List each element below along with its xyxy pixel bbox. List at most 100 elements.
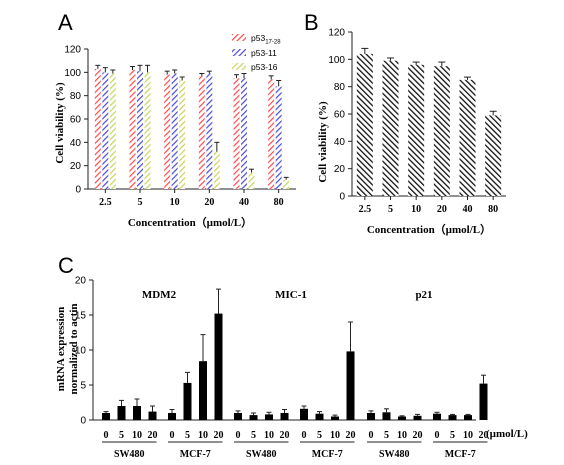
panel-c-subgroup-label: SW480: [246, 449, 277, 460]
panel-c-bar: [199, 361, 207, 420]
panel-b-ytick-label: 40: [334, 137, 346, 148]
panel-c-xtick-label: 0: [170, 430, 175, 441]
panel-c-unit-label: (µmol/L): [486, 428, 528, 440]
panel-b-bar: [356, 53, 373, 196]
panel-b-ytick-label: 0: [339, 192, 345, 203]
panel-c-xtick-label: 0: [369, 430, 374, 441]
panel-c-xtick-label: 5: [185, 430, 190, 441]
panel-c-xtick-label: 10: [330, 430, 340, 441]
panel-a-bar: [198, 75, 205, 189]
panel-b-ytick-label: 60: [334, 110, 346, 121]
panel-c-subgroup-label: MCF-7: [312, 449, 343, 460]
panel-a-bar: [283, 179, 290, 189]
panel-b-xtick-label: 10: [411, 204, 421, 215]
panel-c-xtick-label: 0: [435, 430, 440, 441]
panel-a-bar: [137, 71, 143, 189]
panel-c-bar: [464, 415, 472, 420]
panel-c-xtick-label: 10: [463, 430, 473, 441]
panel-c-xtick-label: 0: [236, 430, 241, 441]
panel-c-xtick-label: 5: [251, 430, 256, 441]
panel-c-xtick-label: 20: [214, 430, 224, 441]
panel-b-xlabel: Concentration（µmol/L）: [367, 223, 491, 236]
panel-c-xtick-label: 0: [302, 430, 307, 441]
panel-b-xtick-label: 2.5: [359, 204, 372, 215]
panel-c-group-title: p21: [415, 289, 432, 301]
panel-a-bar: [248, 172, 255, 189]
panel-label-a: A: [58, 10, 73, 35]
panel-a-xtick-label: 40: [239, 197, 249, 208]
panel-b-ytick-label: 100: [328, 55, 345, 66]
panel-c-bar: [398, 416, 406, 420]
panel-a-bar: [102, 72, 109, 189]
panel-a-xtick-label: 2.5: [99, 197, 112, 208]
panel-b-bar: [485, 115, 502, 196]
panel-label-b: B: [304, 10, 319, 35]
panel-a-ytick-label: 120: [64, 45, 81, 56]
panel-a-bar: [275, 86, 282, 189]
panel-a-bar: [144, 72, 151, 189]
panel-c-xtick-label: 5: [317, 430, 322, 441]
panel-b-xtick-label: 40: [463, 204, 473, 215]
panel-c-xtick-label: 5: [450, 430, 455, 441]
legend-label-p53-11: p53-11: [251, 48, 277, 58]
panel-a-xtick-label: 80: [274, 197, 284, 208]
panel-c-ylabel-line2: normalized to actin: [68, 303, 80, 394]
panel-c-bar: [433, 413, 441, 420]
panel-a-plot: 0 20 40 60 80 100 120 2.5 5 10 20 40 80: [64, 45, 296, 208]
panel-c-bar: [249, 415, 258, 420]
panel-a-ytick-label: 80: [70, 91, 82, 102]
panel-label-c: C: [58, 253, 74, 278]
panel-c-xtick-label: 20: [346, 430, 356, 441]
panel-a-ytick-label: 40: [70, 138, 82, 149]
panel-a-bar: [129, 70, 136, 189]
panel-b-bar: [408, 64, 425, 196]
panel-b-ylabel: Cell viability (%): [317, 101, 329, 183]
panel-c-xtick-label: 20: [148, 430, 158, 441]
panel-c-ytick-label: 0: [80, 416, 86, 427]
panel-c-xtick-label: 10: [264, 430, 274, 441]
panel-c-ytick-label: 20: [75, 276, 87, 287]
panel-c-ytick-label: 15: [75, 311, 87, 322]
panel-a-bar: [241, 78, 247, 189]
panel-c-bar: [183, 382, 192, 420]
panel-a-bar: [94, 68, 101, 189]
panel-c-xtick-label: 10: [198, 430, 208, 441]
panel-c-subgroup-label: SW480: [379, 449, 410, 460]
panel-a-bar: [233, 78, 240, 189]
panel-a-ytick-label: 60: [70, 115, 82, 126]
panel-c-bar: [133, 406, 141, 420]
panel-b-ytick-label: 20: [334, 164, 346, 175]
legend-swatch-p53-16: [232, 63, 246, 70]
panel-c-bar: [214, 313, 223, 420]
panel-a-ytick-label: 20: [70, 161, 82, 172]
panel-c-group-title: MIC-1: [275, 289, 307, 301]
panel-c-bar: [382, 412, 391, 420]
panel-a-ytick-label: 0: [75, 185, 81, 196]
legend-swatch-p53-17-28: [232, 34, 246, 41]
legend-label-p53-16: p53-16: [251, 62, 278, 72]
panel-c-bar: [117, 406, 126, 420]
panel-b-ytick-label: 120: [328, 28, 345, 39]
panel-b-bar: [459, 79, 476, 196]
panel-a-bar: [164, 74, 171, 189]
panel-c-bar: [280, 413, 289, 420]
panel-c-bar: [265, 414, 273, 420]
panel-c-bar: [448, 415, 457, 420]
panel-c-bar: [300, 408, 308, 420]
panel-c-xtick-label: 0: [104, 430, 109, 441]
panel-c-subgroup-label: MCF-7: [180, 449, 211, 460]
panel-c-xtick-label: 5: [119, 430, 124, 441]
panel-c-group-title: MDM2: [142, 289, 177, 301]
panel-c-subgroup-label: SW480: [114, 449, 145, 460]
panel-a-ylabel: Cell viability (%): [54, 82, 66, 164]
panel-c-bar: [331, 416, 339, 420]
panel-c-bar: [315, 413, 324, 420]
panel-c-bar: [413, 415, 422, 420]
panel-a-xtick-label: 5: [138, 197, 143, 208]
panel-b-xtick-label: 5: [388, 204, 393, 215]
panel-c-bar: [367, 413, 375, 420]
panel-b-plot: 0 20 40 60 80 100 120 2.5 5 10 20 40 80: [328, 28, 506, 215]
panel-b-bar: [382, 60, 399, 197]
